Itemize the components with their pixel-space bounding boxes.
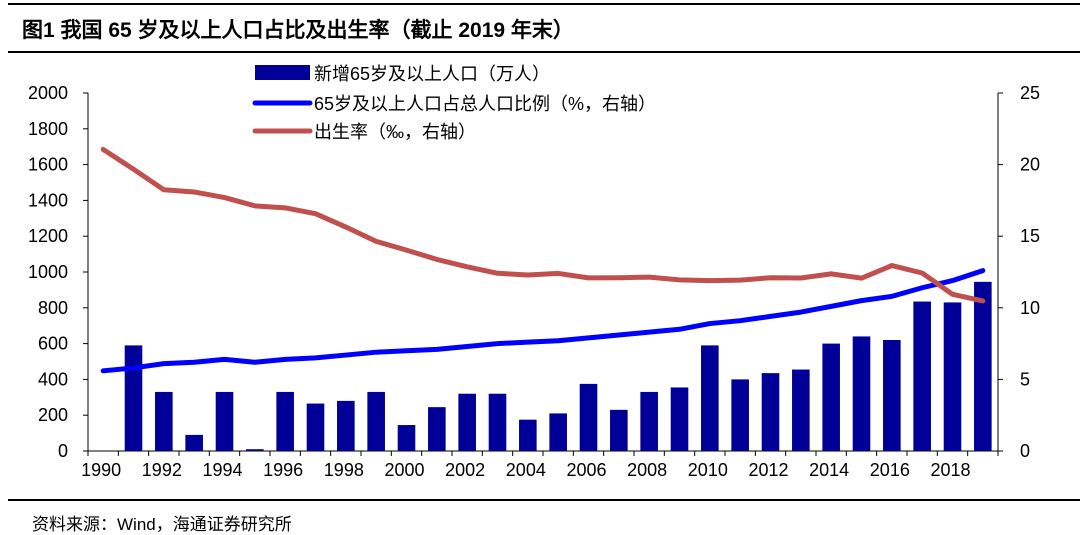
legend-label: 65岁及以上人口占总人口比例（%，右轴） xyxy=(314,94,656,114)
x-tick-label: 1992 xyxy=(142,460,182,480)
right-tick-label: 20 xyxy=(1020,155,1040,175)
x-tick-label: 2002 xyxy=(445,460,485,480)
bar-2008 xyxy=(640,392,658,451)
bar-2014 xyxy=(822,344,840,451)
bar-2001 xyxy=(428,407,446,451)
bar-1998 xyxy=(337,401,355,451)
bar-2003 xyxy=(489,394,507,451)
bar-2012 xyxy=(762,373,780,451)
right-tick-label: 15 xyxy=(1020,226,1040,246)
bar-2011 xyxy=(731,379,749,451)
bar-2015 xyxy=(853,336,871,451)
right-tick-label: 10 xyxy=(1020,298,1040,318)
right-tick-label: 25 xyxy=(1020,83,1040,103)
bar-2017 xyxy=(913,302,931,451)
bar-1992 xyxy=(155,392,173,451)
left-tick-label: 400 xyxy=(38,369,68,389)
legend-swatch-bar xyxy=(255,65,310,80)
bar-2007 xyxy=(610,410,628,451)
right-tick-label: 0 xyxy=(1020,441,1030,461)
bar-1995 xyxy=(246,449,264,451)
x-tick-label: 2006 xyxy=(566,460,606,480)
x-tick-label: 1996 xyxy=(263,460,303,480)
x-tick-label: 2016 xyxy=(870,460,910,480)
bar-1991 xyxy=(125,345,143,451)
x-tick-label: 2004 xyxy=(506,460,546,480)
x-tick-label: 2012 xyxy=(748,460,788,480)
x-tick-label: 2000 xyxy=(384,460,424,480)
bar-2013 xyxy=(792,370,810,451)
x-tick-label: 1990 xyxy=(81,460,121,480)
bottom-rule xyxy=(8,499,1080,501)
x-tick-label: 2008 xyxy=(627,460,667,480)
bar-2010 xyxy=(701,345,719,451)
left-tick-label: 200 xyxy=(38,405,68,425)
left-tick-label: 1400 xyxy=(28,190,68,210)
line-series-1 xyxy=(103,271,983,371)
bar-2016 xyxy=(883,340,901,451)
bar-2004 xyxy=(519,420,537,451)
x-tick-label: 1994 xyxy=(202,460,242,480)
bar-2009 xyxy=(671,387,689,451)
bar-2000 xyxy=(398,425,416,451)
bar-2002 xyxy=(458,394,476,451)
left-tick-label: 1600 xyxy=(28,155,68,175)
left-tick-label: 1000 xyxy=(28,262,68,282)
source-note: 资料来源：Wind，海通证券研究所 xyxy=(32,510,292,535)
left-tick-label: 1200 xyxy=(28,226,68,246)
bar-2019 xyxy=(974,282,992,451)
bar-1999 xyxy=(367,392,385,451)
legend-label: 新增65岁及以上人口（万人） xyxy=(314,64,550,84)
bar-1993 xyxy=(185,435,203,451)
bar-1996 xyxy=(276,392,294,451)
left-tick-label: 1800 xyxy=(28,119,68,139)
bar-2005 xyxy=(549,413,567,451)
x-tick-label: 2010 xyxy=(688,460,728,480)
left-tick-label: 2000 xyxy=(28,83,68,103)
left-tick-label: 800 xyxy=(38,298,68,318)
bar-1997 xyxy=(307,404,325,451)
legend-label: 出生率（‰，右轴） xyxy=(314,122,476,142)
bar-2006 xyxy=(580,384,598,451)
x-tick-label: 1998 xyxy=(324,460,364,480)
line-series-2 xyxy=(103,149,983,301)
x-tick-label: 2014 xyxy=(809,460,849,480)
left-tick-label: 600 xyxy=(38,334,68,354)
left-tick-label: 0 xyxy=(58,441,68,461)
bar-1994 xyxy=(216,392,234,451)
bar-2018 xyxy=(944,302,962,451)
x-tick-label: 2018 xyxy=(930,460,970,480)
right-tick-label: 5 xyxy=(1020,369,1030,389)
